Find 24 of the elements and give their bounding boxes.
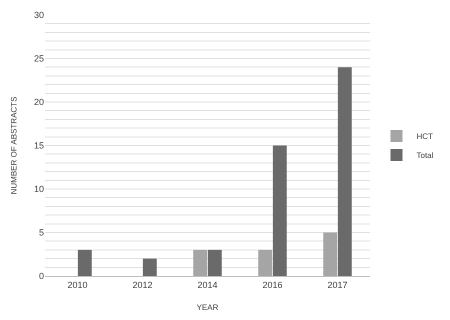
- bar: [338, 67, 352, 276]
- x-tick-label: 2014: [197, 280, 218, 290]
- bar: [193, 250, 208, 276]
- y-tick-label: 5: [38, 228, 44, 238]
- bar: [208, 250, 222, 276]
- x-axis-title: YEAR: [196, 302, 219, 312]
- x-tick-label: 2017: [327, 280, 348, 290]
- y-tick-label: 0: [38, 271, 44, 282]
- y-tick-label: 20: [34, 97, 44, 108]
- bar: [272, 146, 287, 276]
- legend-label: Total: [416, 151, 434, 160]
- y-tick-label: 10: [34, 184, 44, 194]
- bar: [258, 250, 272, 276]
- x-tick-label: 2016: [262, 280, 283, 290]
- y-tick-label: 25: [34, 54, 44, 64]
- x-tick-label: 2012: [132, 280, 153, 290]
- y-tick-label: 15: [34, 140, 44, 151]
- legend-label: HCT: [416, 132, 434, 142]
- x-tick-label: 2010: [67, 280, 88, 290]
- bar: [323, 232, 338, 276]
- y-axis-title: NUMBER OF ABSTRACTS: [10, 96, 19, 194]
- y-tick-label: 30: [34, 10, 44, 20]
- bar: [142, 258, 157, 276]
- bar: [78, 250, 92, 276]
